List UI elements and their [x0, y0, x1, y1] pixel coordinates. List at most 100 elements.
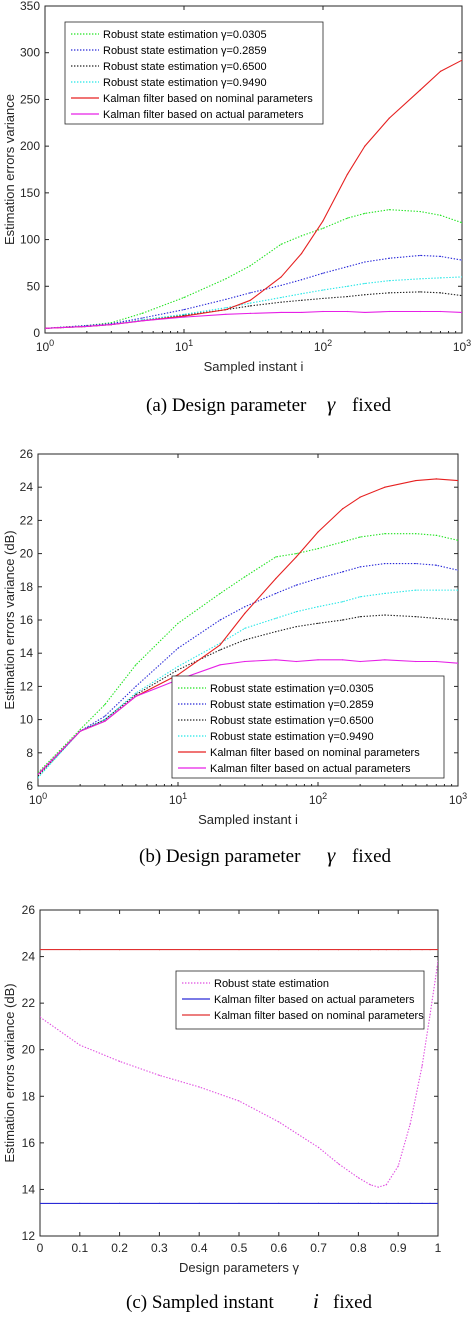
x-axis-label: Sampled instant i [198, 812, 298, 827]
x-tick-label-exp: 2 [322, 791, 327, 801]
data-point [322, 272, 324, 274]
data-point [342, 601, 344, 603]
data-point [141, 320, 143, 322]
caption-suffix-3: fixed [333, 1292, 373, 1313]
x-tick-label-exp: 3 [466, 338, 471, 348]
data-point [419, 291, 421, 293]
data-point [322, 297, 324, 300]
caption-symbol-1: γ [327, 392, 336, 416]
data-point [388, 280, 390, 282]
data-point [359, 660, 361, 663]
legend-entry: Robust state estimation γ=0.2859 [210, 699, 374, 711]
y-tick-label: 14 [20, 646, 34, 660]
data-point [419, 310, 421, 313]
legend-box [64, 21, 324, 125]
caption-2: (b) Design parameter [139, 846, 301, 867]
data-point [419, 89, 421, 91]
data-point [249, 312, 251, 314]
data-point [419, 278, 421, 280]
y-tick-label: 24 [22, 950, 36, 964]
y-tick-label: 350 [20, 0, 40, 13]
data-point [158, 1202, 160, 1204]
data-point [219, 664, 221, 666]
data-point [435, 564, 437, 566]
x-tick-label-base: 10 [36, 340, 50, 354]
data-point [461, 222, 462, 224]
data-point [388, 257, 390, 259]
data-point [79, 948, 81, 951]
data-point [158, 1074, 160, 1076]
data-point [369, 1184, 371, 1186]
data-point [86, 324, 88, 327]
x-tick-label-base: 10 [449, 793, 463, 807]
data-point [429, 948, 431, 951]
data-point [346, 217, 349, 219]
data-point [110, 323, 112, 325]
x-tick-label-exp: 2 [327, 338, 332, 348]
data-point [397, 1202, 399, 1204]
legend-entry: Kalman filter based on actual parameters [210, 763, 411, 775]
data-point [183, 314, 185, 316]
data-point [280, 276, 282, 278]
x-tick-label: 1 [435, 1241, 442, 1255]
y-tick-label: 200 [20, 139, 40, 153]
data-point [141, 312, 143, 314]
data-point [419, 254, 421, 257]
y-tick-label: 150 [20, 186, 40, 200]
data-point [300, 311, 303, 314]
data-point [457, 589, 458, 591]
data-point [318, 1146, 320, 1149]
data-point [295, 660, 297, 663]
data-point [38, 772, 39, 774]
x-tick-label: 0.3 [151, 1241, 168, 1255]
data-point [183, 316, 185, 318]
data-point [40, 1016, 41, 1018]
data-point [135, 685, 137, 688]
data-point [397, 948, 399, 951]
data-point [457, 479, 458, 482]
x-tick-label: 103 [449, 791, 467, 807]
data-point [359, 496, 361, 498]
data-point [119, 948, 121, 951]
data-point [244, 627, 246, 629]
data-point [135, 694, 137, 696]
x-tick-label-base: 10 [309, 793, 323, 807]
legend-entry: Kalman filter based on nominal parameter… [214, 1010, 424, 1022]
data-point [377, 948, 379, 951]
x-tick-label: 0.9 [390, 1241, 407, 1255]
data-point [377, 1202, 379, 1204]
data-point [317, 606, 319, 608]
data-point [435, 478, 437, 480]
data-point [337, 1163, 340, 1165]
y-tick-label: 20 [22, 1043, 36, 1057]
data-point [384, 659, 386, 661]
data-point [357, 1177, 359, 1179]
series-line-6 [45, 310, 462, 329]
data-point [409, 1123, 411, 1125]
legend-entry: Robust state estimation γ=0.2859 [103, 45, 267, 57]
series-line-4 [38, 589, 458, 779]
x-tick-label-exp: 0 [49, 338, 54, 348]
x-tick-label-base: 10 [29, 793, 43, 807]
data-point [104, 719, 106, 721]
data-point [278, 1121, 280, 1123]
data-point [158, 948, 160, 951]
data-point [280, 296, 282, 299]
data-point [295, 611, 297, 613]
data-point [119, 1202, 121, 1204]
y-axis-label: Estimation errors variance (dB) [2, 983, 17, 1162]
data-point [384, 592, 386, 595]
legend: Robust state estimation γ=0.0305 Robust s… [171, 675, 445, 779]
data-point [359, 616, 361, 618]
data-point [135, 692, 137, 694]
data-point [40, 1202, 41, 1204]
data-point [364, 294, 366, 296]
data-point [244, 576, 246, 578]
caption-suffix-1: fixed [352, 395, 392, 416]
data-point [415, 562, 417, 565]
data-point [295, 584, 297, 586]
data-point [415, 616, 417, 618]
data-point [280, 311, 282, 314]
data-point [300, 279, 303, 281]
data-point [141, 319, 143, 321]
